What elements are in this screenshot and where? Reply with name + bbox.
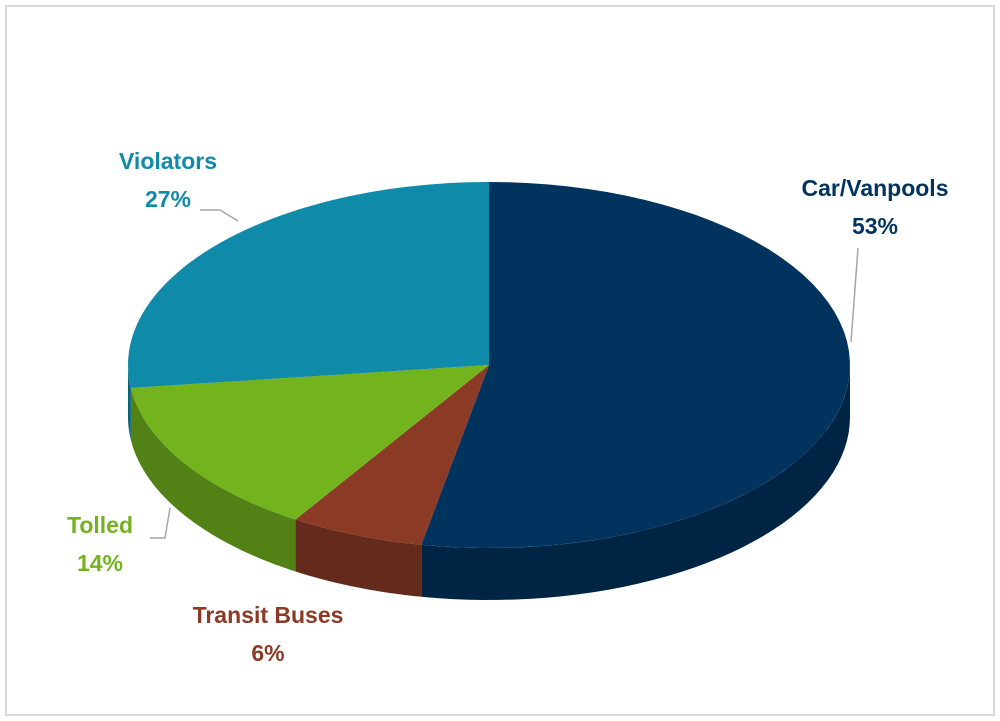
- slice-side: [130, 387, 296, 572]
- slice-side: [421, 365, 850, 600]
- pie: [128, 182, 850, 600]
- value-label: 14%: [77, 550, 123, 576]
- slice: [295, 365, 489, 545]
- category-label: Tolled: [67, 512, 133, 538]
- category-label: Transit Buses: [193, 602, 344, 628]
- slice-side: [295, 519, 422, 597]
- leader-line: [200, 209, 239, 222]
- category-label: Violators: [119, 148, 217, 174]
- labels: Car/Vanpools 53% Transit Buses 6% Tolled 14% V…: [67, 148, 949, 666]
- slice-side: [128, 365, 131, 440]
- slice: [130, 365, 489, 520]
- slice: [421, 182, 850, 548]
- slice: [128, 182, 489, 388]
- value-label: 27%: [145, 186, 191, 212]
- value-label: 53%: [852, 213, 898, 239]
- leader-line: [150, 507, 171, 539]
- value-label: 6%: [251, 640, 284, 666]
- category-label: Car/Vanpools: [802, 175, 949, 201]
- leader-line: [850, 247, 859, 343]
